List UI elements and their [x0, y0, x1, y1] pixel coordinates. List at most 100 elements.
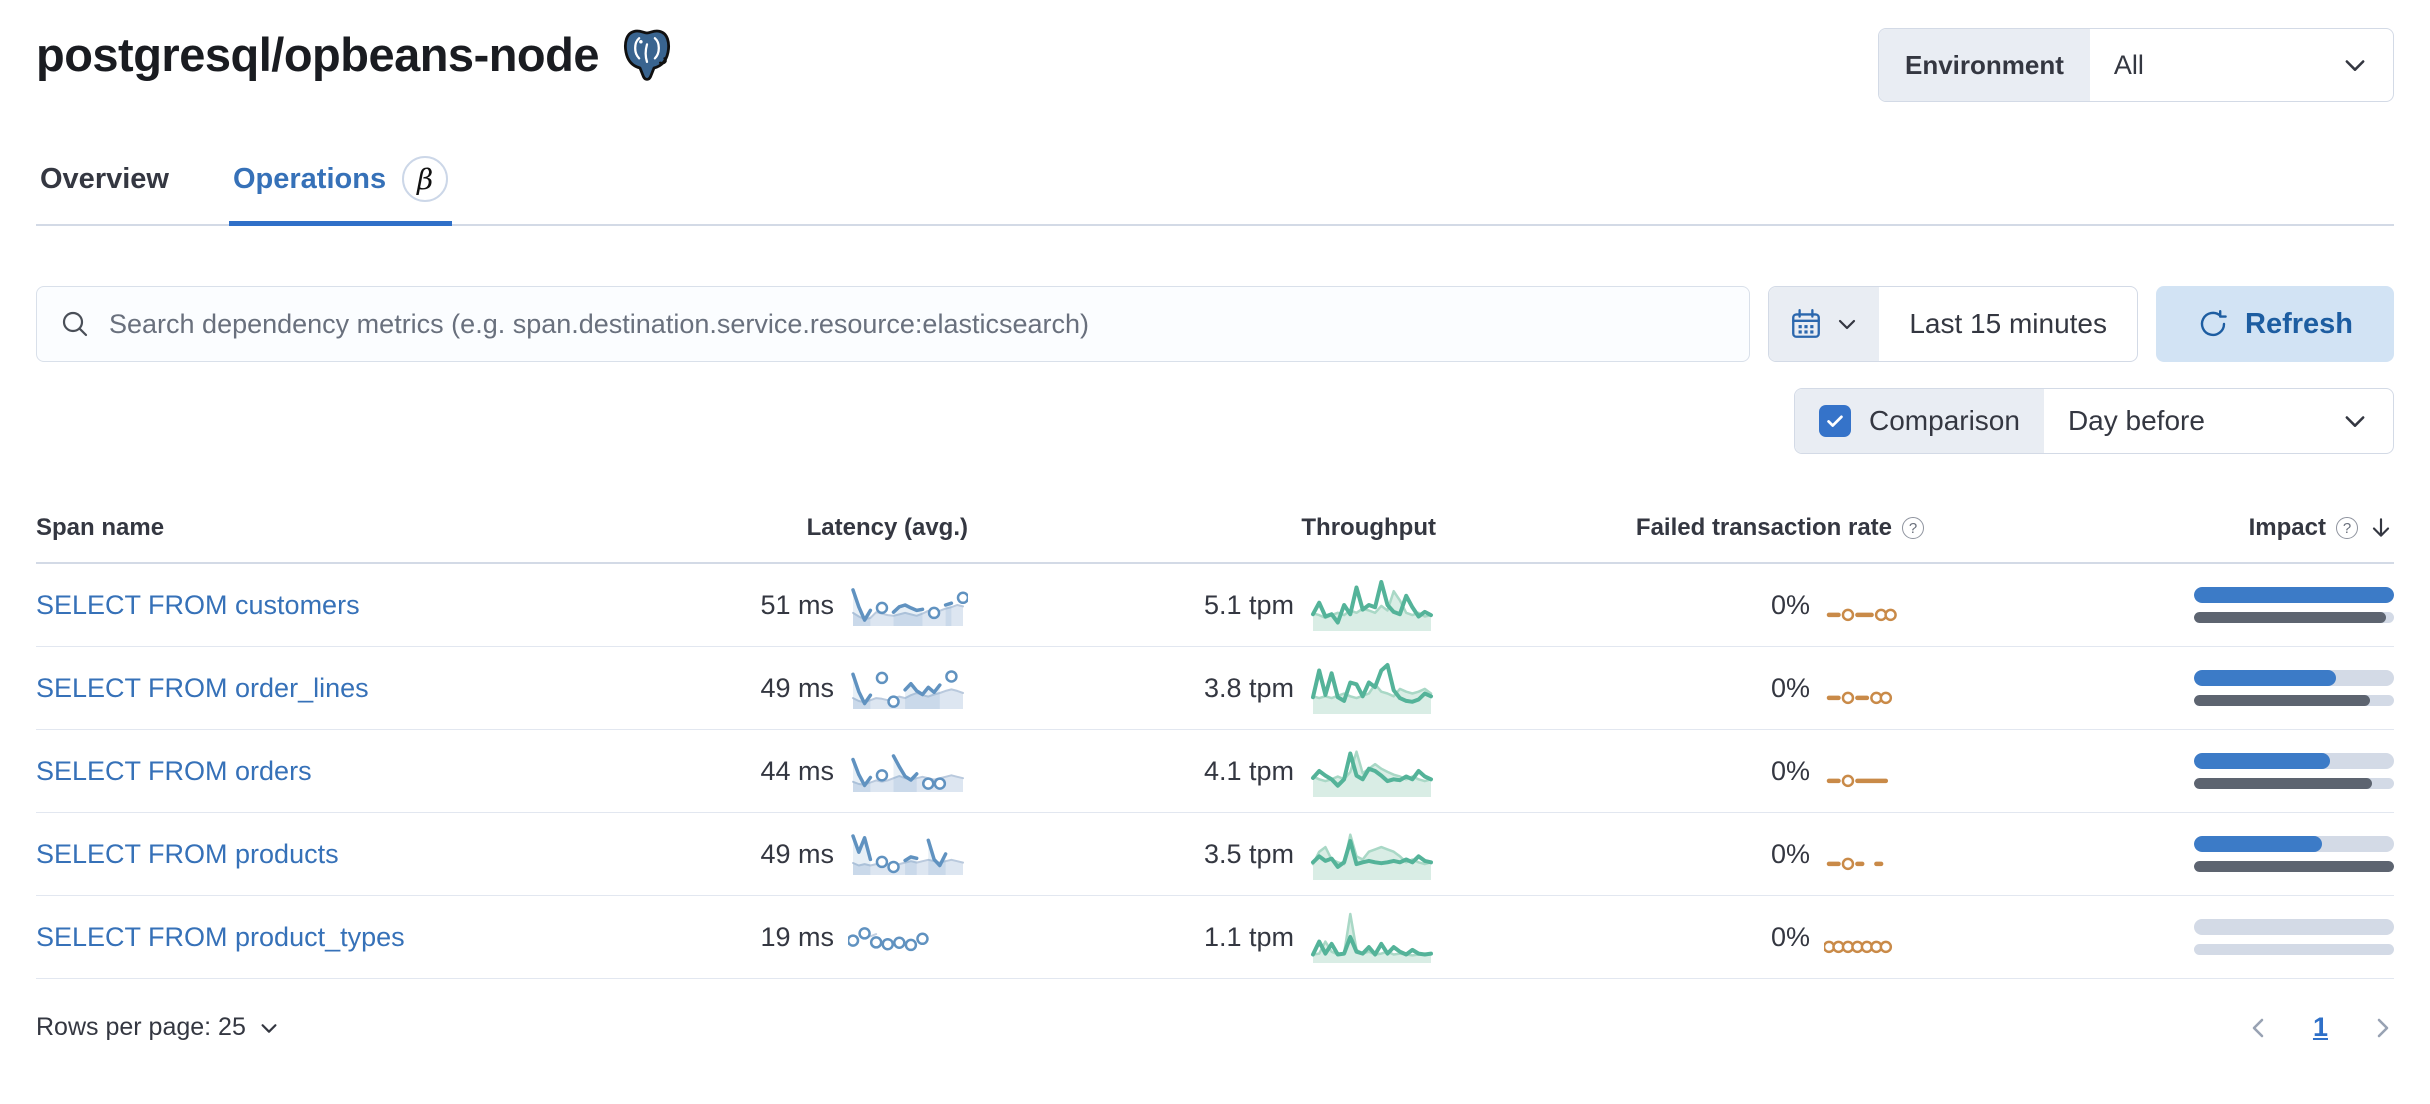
- impact-bar-comparison: [2194, 861, 2394, 872]
- impact-bar-current: [2194, 753, 2394, 769]
- operations-table: Span name Latency (avg.) Throughput Fail…: [36, 498, 2394, 979]
- span-name-link[interactable]: SELECT FROM product_types: [36, 921, 405, 952]
- page-number-1[interactable]: 1: [2307, 1011, 2334, 1044]
- postgresql-elephant-icon: [623, 29, 671, 81]
- search-input[interactable]: [107, 307, 1728, 341]
- refresh-icon: [2200, 310, 2227, 337]
- beta-badge: β: [402, 156, 449, 202]
- comparison-checkbox[interactable]: [1819, 405, 1851, 437]
- failed-rate-value: 0%: [1770, 838, 1810, 869]
- refresh-button-label: Refresh: [2245, 307, 2353, 340]
- failed-rate-sparkline: [1824, 670, 1924, 706]
- chevron-right-icon: [2377, 1018, 2389, 1037]
- impact-bars: [2194, 919, 2394, 955]
- comparison-select-value: Day before: [2067, 405, 2205, 436]
- latency-value: 49 ms: [760, 838, 834, 869]
- page-title: postgresql/opbeans-node: [36, 26, 675, 82]
- impact-bars: [2194, 753, 2394, 789]
- throughput-sparkline: [1308, 577, 1436, 633]
- previous-page-button[interactable]: [2247, 1016, 2271, 1040]
- table-row: SELECT FROM product_types 19 ms 1.1 tpm …: [36, 896, 2394, 979]
- table-body: SELECT FROM customers 51 ms 5.1 tpm 0%: [36, 564, 2394, 979]
- chevron-down-icon: [1839, 319, 1856, 330]
- column-header-throughput[interactable]: Throughput: [1301, 514, 1436, 541]
- comparison-prepend: Comparison: [1795, 389, 2044, 453]
- throughput-value: 3.8 tpm: [1203, 672, 1294, 703]
- comparison-label: Comparison: [1869, 405, 2020, 436]
- comparison-select[interactable]: Day before: [2044, 389, 2393, 453]
- failed-rate-sparkline: [1824, 919, 1924, 955]
- throughput-sparkline: [1308, 660, 1436, 716]
- column-header-span-name: Span name: [36, 514, 165, 541]
- table-header-row: Span name Latency (avg.) Throughput Fail…: [36, 498, 2394, 564]
- span-name-link[interactable]: SELECT FROM order_lines: [36, 672, 369, 703]
- throughput-sparkline: [1308, 743, 1436, 799]
- column-header-failed-rate[interactable]: Failed transaction rate ?: [1436, 514, 1924, 542]
- chevron-left-icon: [2252, 1018, 2264, 1037]
- info-icon[interactable]: ?: [2336, 517, 2358, 539]
- rows-per-page-button[interactable]: Rows per page: 25: [36, 1013, 280, 1042]
- latency-value: 49 ms: [760, 672, 834, 703]
- column-header-impact[interactable]: Impact ?: [1924, 514, 2394, 542]
- table-row: SELECT FROM order_lines 49 ms 3.8 tpm 0%: [36, 647, 2394, 730]
- impact-bar-comparison: [2194, 778, 2394, 789]
- rows-per-page-label: Rows per page: 25: [36, 1013, 246, 1041]
- comparison-control: Comparison Day before: [1794, 388, 2394, 454]
- tab-operations[interactable]: Operations β: [228, 142, 453, 226]
- impact-bar-comparison: [2194, 612, 2394, 623]
- pagination: 1: [2247, 1011, 2394, 1044]
- span-name-link[interactable]: SELECT FROM orders: [36, 755, 312, 786]
- impact-bar-current: [2194, 919, 2394, 935]
- throughput-value: 4.1 tpm: [1203, 755, 1294, 786]
- refresh-button[interactable]: Refresh: [2156, 286, 2394, 362]
- throughput-sparkline: [1308, 909, 1436, 965]
- tab-overview-label: Overview: [40, 162, 169, 195]
- failed-rate-sparkline: [1824, 753, 1924, 789]
- failed-rate-sparkline: [1824, 836, 1924, 872]
- column-header-latency[interactable]: Latency (avg.): [806, 514, 968, 541]
- time-range-button[interactable]: Last 15 minutes: [1879, 287, 2137, 361]
- latency-sparkline: [848, 831, 968, 877]
- impact-bars: [2194, 670, 2394, 706]
- page-title-text: postgresql/opbeans-node: [36, 27, 600, 81]
- calendar-icon: [1792, 309, 1821, 338]
- failed-rate-value: 0%: [1770, 589, 1810, 620]
- failed-rate-sparkline: [1824, 587, 1924, 623]
- date-quick-select-button[interactable]: [1769, 287, 1880, 361]
- span-name-link[interactable]: SELECT FROM customers: [36, 589, 360, 620]
- impact-bar-comparison: [2194, 695, 2394, 706]
- check-icon: [1827, 415, 1843, 427]
- latency-value: 44 ms: [760, 755, 834, 786]
- failed-rate-value: 0%: [1770, 755, 1810, 786]
- table-footer: Rows per page: 25 1: [36, 1011, 2394, 1044]
- info-icon[interactable]: ?: [1902, 517, 1924, 539]
- failed-rate-value: 0%: [1770, 672, 1810, 703]
- time-range-value: Last 15 minutes: [1909, 308, 2107, 339]
- tab-operations-label: Operations: [232, 162, 387, 195]
- throughput-value: 5.1 tpm: [1203, 589, 1294, 620]
- toolbar: Last 15 minutes Refresh: [36, 286, 2394, 362]
- throughput-sparkline: [1308, 826, 1436, 882]
- latency-sparkline: [848, 748, 968, 794]
- latency-value: 51 ms: [760, 589, 834, 620]
- page-header: postgresql/opbeans-node Environment All: [36, 26, 2394, 102]
- impact-bar-current: [2194, 587, 2394, 603]
- environment-select-value: All: [2113, 49, 2144, 80]
- environment-select[interactable]: Environment All: [1878, 28, 2394, 102]
- impact-bar-current: [2194, 670, 2394, 686]
- latency-value: 19 ms: [760, 921, 834, 952]
- next-page-button[interactable]: [2370, 1016, 2394, 1040]
- span-name-link[interactable]: SELECT FROM products: [36, 838, 339, 869]
- latency-sparkline: [848, 582, 968, 628]
- table-row: SELECT FROM products 49 ms 3.5 tpm 0%: [36, 813, 2394, 896]
- impact-bars: [2194, 587, 2394, 623]
- failed-rate-value: 0%: [1770, 921, 1810, 952]
- throughput-value: 3.5 tpm: [1203, 838, 1294, 869]
- chevron-down-icon: [2345, 60, 2365, 71]
- table-row: SELECT FROM orders 44 ms 4.1 tpm 0%: [36, 730, 2394, 813]
- environment-select-label: Environment: [1879, 29, 2090, 101]
- throughput-value: 1.1 tpm: [1203, 921, 1294, 952]
- table-row: SELECT FROM customers 51 ms 5.1 tpm 0%: [36, 564, 2394, 647]
- tab-overview[interactable]: Overview: [36, 142, 173, 224]
- date-picker: Last 15 minutes: [1768, 286, 2138, 362]
